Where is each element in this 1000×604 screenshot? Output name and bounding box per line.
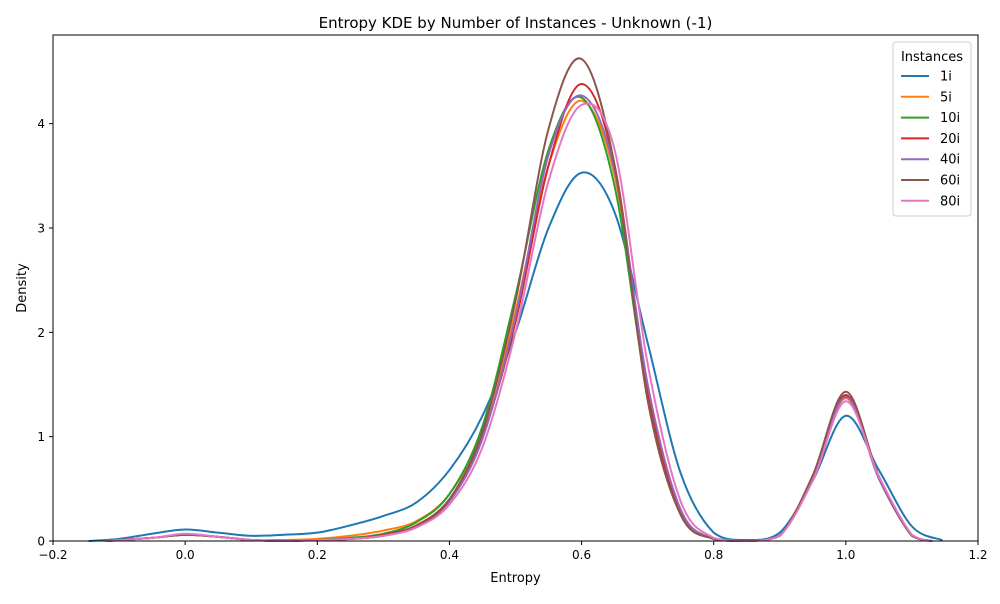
y-axis-label: Density bbox=[15, 263, 30, 313]
series-line-80i bbox=[104, 102, 933, 542]
legend-label-1i: 1i bbox=[940, 70, 952, 85]
legend-items: 1i 5i 10i 20i 40i 60i 80i bbox=[901, 70, 960, 209]
x-tick-label: 0.6 bbox=[572, 548, 591, 562]
y-axis: 0 1 2 3 4 bbox=[37, 117, 53, 549]
plot-frame bbox=[52, 34, 979, 542]
x-tick-label: −0.2 bbox=[38, 548, 67, 562]
x-axis-label: Entropy bbox=[490, 571, 541, 586]
legend-label-60i: 60i bbox=[940, 174, 960, 189]
series-line-1i bbox=[88, 171, 943, 542]
x-tick-label: 0.0 bbox=[176, 548, 195, 562]
y-tick-label: 0 bbox=[37, 535, 45, 549]
legend-title: Instances bbox=[901, 50, 963, 65]
plot-lines bbox=[88, 57, 943, 542]
series-line-20i bbox=[104, 83, 933, 542]
legend-label-40i: 40i bbox=[940, 153, 960, 168]
y-tick-label: 4 bbox=[37, 117, 45, 131]
x-tick-label: 1.2 bbox=[968, 548, 987, 562]
legend-label-80i: 80i bbox=[940, 194, 960, 209]
y-tick-label: 2 bbox=[37, 326, 45, 340]
x-tick-label: 1.0 bbox=[836, 548, 855, 562]
x-tick-label: 0.2 bbox=[308, 548, 327, 562]
legend: Instances 1i 5i 10i 20i 40i 60i 80i bbox=[892, 41, 972, 217]
x-tick-label: 0.8 bbox=[704, 548, 723, 562]
x-axis: −0.2 0.0 0.2 0.4 0.6 0.8 1.0 1.2 bbox=[38, 541, 988, 562]
y-tick-label: 3 bbox=[37, 222, 45, 236]
chart-title: Entropy KDE by Number of Instances - Unk… bbox=[319, 14, 713, 32]
y-tick-label: 1 bbox=[37, 430, 45, 444]
legend-label-20i: 20i bbox=[940, 132, 960, 147]
legend-box bbox=[892, 41, 972, 217]
legend-label-5i: 5i bbox=[940, 90, 952, 105]
legend-label-10i: 10i bbox=[940, 111, 960, 126]
x-tick-label: 0.4 bbox=[440, 548, 459, 562]
